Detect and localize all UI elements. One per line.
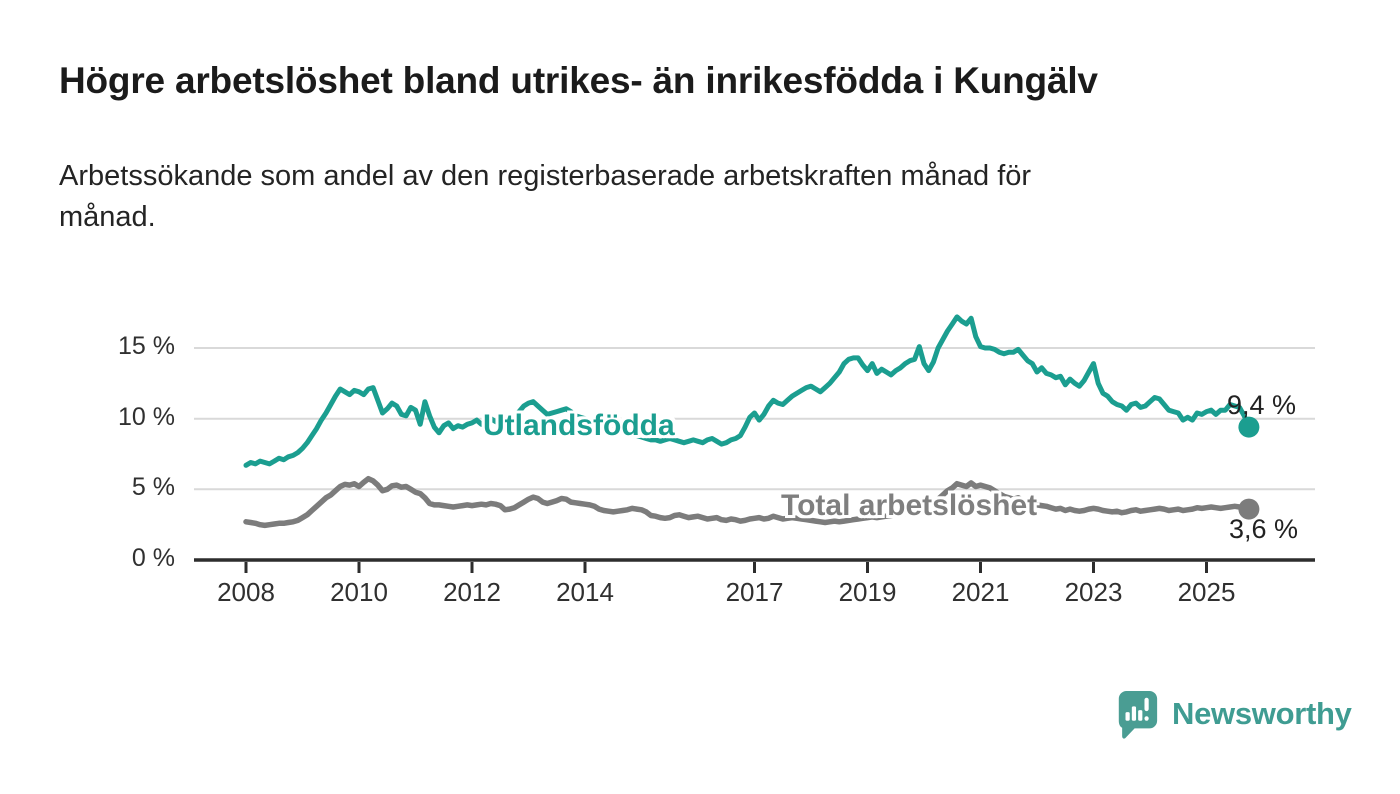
x-tick-label: 2025 [1177,577,1236,607]
x-tick-label: 2012 [443,577,501,607]
x-tick-label: 2017 [725,577,784,607]
x-tick-label: 2023 [1064,577,1123,607]
y-tick-label: 15 % [118,332,175,360]
x-tick-label: 2008 [217,577,275,607]
newsworthy-logo: Newsworthy [1114,688,1352,740]
x-tick-label: 2019 [838,577,897,607]
newsworthy-wordmark: Newsworthy [1172,696,1352,731]
page-title: Högre arbetslöshet bland utrikes- än inr… [59,60,1098,101]
subtitle-line-2: månad. [59,201,156,233]
chart-subtitle: Arbetssökande som andel av den registerb… [59,156,1319,238]
x-tick-label: 2014 [556,577,614,607]
subtitle-line-1: Arbetssökande som andel av den registerb… [59,160,1032,192]
end-value-label-utlandsfodda: 9,4 % [1227,390,1297,420]
x-tick-label: 2010 [330,577,388,607]
series-end-dot-utlandsfodda [1238,416,1260,438]
series-label-total-arbetsloshet: Total arbetslöshet [781,489,1038,522]
series-label-utlandsfodda: Utlandsfödda [483,409,675,442]
x-tick-label: 2021 [951,577,1010,607]
series-line-utlandsfodda [243,314,1252,468]
y-tick-label: 0 % [131,544,175,572]
y-tick-label: 10 % [118,402,175,431]
newsworthy-bubble-chart-icon [1118,691,1158,739]
end-value-label-total: 3,6 % [1229,514,1299,544]
series-line-total [243,475,1252,529]
series-end-dot-total [1238,498,1260,520]
y-tick-label: 5 % [131,473,175,502]
